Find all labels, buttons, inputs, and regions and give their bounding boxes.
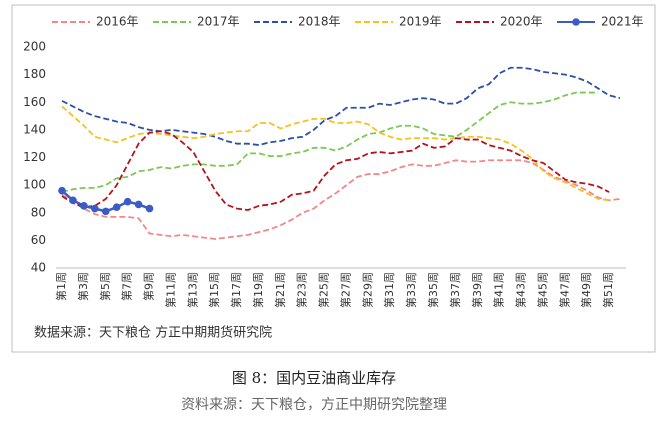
x-tick-label: 第43周 [514,272,528,308]
x-tick-label: 第37周 [448,272,462,308]
x-tick-label: 第35周 [426,272,440,308]
source-note: 数据来源：天下粮仓 方正中期期货研究院 [34,325,272,341]
y-tick-label: 40 [31,261,46,275]
legend-label: 2017年 [197,15,240,29]
x-tick-label: 第5周 [98,272,112,301]
series-marker [134,200,143,209]
series-marker [145,204,154,213]
x-tick-label: 第17周 [229,272,243,308]
y-tick-label: 140 [23,122,46,136]
y-tick-label: 160 [23,95,46,109]
series-line [61,159,621,240]
caption: 图 8：国内豆油商业库存 [232,369,396,387]
series-marker [58,186,66,195]
x-tick-label: 第7周 [120,272,134,301]
series-line [61,130,610,211]
series-marker [112,203,121,212]
x-tick-label: 第49周 [579,272,593,308]
legend-label: 2016年 [96,15,139,29]
y-tick-label: 80 [31,205,46,219]
x-tick-label: 第3周 [76,272,90,301]
x-tick-label: 第47周 [557,272,571,308]
x-tick-label: 第1周 [54,272,68,301]
y-tick-label: 120 [23,150,46,164]
x-tick-label: 第29周 [360,272,374,308]
x-tick-label: 第19周 [251,272,265,308]
x-tick-label: 第23周 [295,272,309,308]
legend-label: 2018年 [298,15,341,29]
x-tick-label: 第25周 [317,272,331,308]
y-tick-label: 180 [23,67,46,81]
legend-label: 2019年 [399,15,442,29]
series-line [61,105,610,202]
series-marker [91,204,99,213]
y-tick-label: 200 [23,40,46,54]
series-marker [101,207,110,216]
x-tick-label: 第33周 [404,272,418,308]
x-tick-label: 第21周 [273,272,287,308]
series-marker [80,202,88,210]
y-tick-label: 100 [23,178,46,192]
legend-label: 2020年 [500,15,543,29]
x-tick-label: 第45周 [535,272,549,308]
x-tick-label: 第41周 [492,272,506,308]
x-tick-label: 第13周 [185,272,199,308]
series-marker [69,196,77,205]
x-tick-label: 第9周 [142,272,156,301]
x-tick-label: 第27周 [338,272,352,308]
series-line [61,66,621,146]
x-tick-label: 第39周 [470,272,484,308]
caption-source: 资料来源：天下粮仓，方正中期研究院整理 [181,397,447,413]
y-tick-label: 60 [31,233,46,247]
x-tick-label: 第11周 [163,272,177,308]
x-tick-label: 第15周 [207,272,221,308]
series-line [61,91,599,193]
x-tick-label: 第31周 [382,272,396,308]
legend-label: 2021年 [601,15,644,29]
x-tick-label: 第51周 [601,272,615,308]
chart-frame [11,4,656,353]
legend-marker [572,18,580,26]
series-marker [123,197,132,206]
